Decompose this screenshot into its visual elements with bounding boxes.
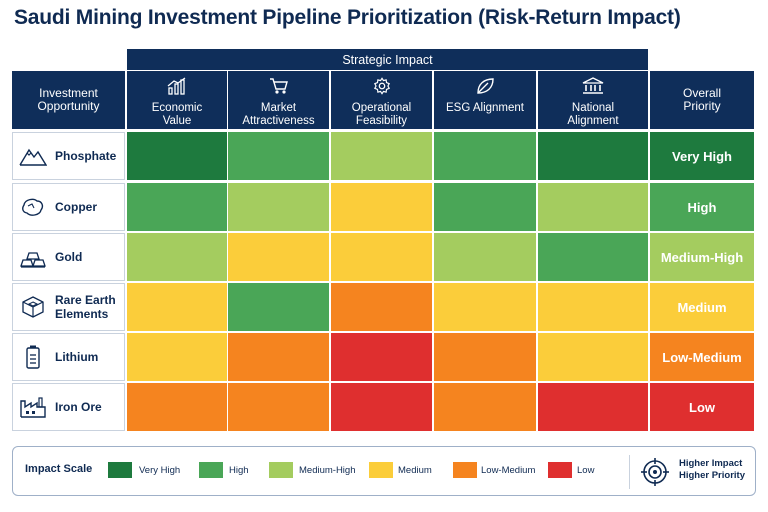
heatmap-cell: [434, 333, 536, 381]
heatmap-cell: [228, 132, 329, 180]
heatmap-cell: [434, 183, 536, 231]
heatmap-cell: [434, 283, 536, 331]
heatmap-cell: [228, 283, 329, 331]
heatmap-cell: [331, 333, 432, 381]
row-label-text: Gold: [55, 250, 83, 264]
row-label-3: Gold: [12, 233, 125, 281]
heatmap-cell: [127, 383, 227, 431]
legend-swatch: [269, 462, 293, 478]
heatmap-cell: [538, 132, 648, 180]
target-icon: [641, 458, 669, 491]
heatmap-cell: [538, 333, 648, 381]
heatmap-cell: [538, 233, 648, 281]
gear-icon: [372, 77, 392, 102]
heatmap-cell: [127, 333, 227, 381]
heatmap-cell: [127, 233, 227, 281]
heatmap-cell: [228, 383, 329, 431]
legend-label: Very High: [139, 465, 181, 476]
heatmap-cell: [127, 132, 227, 180]
heatmap-cell: [434, 233, 536, 281]
leaf-icon: [475, 77, 495, 102]
strategic-impact-label: Strategic Impact: [342, 52, 433, 67]
row-label-text: Copper: [55, 200, 97, 214]
heatmap-cell: [228, 233, 329, 281]
row-label-5: Lithium: [12, 333, 125, 381]
heatmap-cell: [434, 132, 536, 180]
priority-header: Overall Priority: [650, 71, 754, 129]
priority-cell: Medium-High: [650, 233, 754, 281]
row-label-6: Iron Ore: [12, 383, 125, 431]
priority-cell: High: [650, 183, 754, 231]
heatmap-cell: [228, 183, 329, 231]
priority-cell: Low: [650, 383, 754, 431]
ore-nugget-icon: [17, 196, 49, 218]
heatmap-cell: [538, 283, 648, 331]
heatmap-cell: [331, 383, 432, 431]
row-label-text: Phosphate: [55, 149, 117, 163]
column-header-label: Operational Feasibility: [351, 102, 412, 127]
row-header: Investment Opportunity: [12, 71, 125, 129]
mountain-icon: [17, 145, 49, 167]
priority-cell: Low-Medium: [650, 333, 754, 381]
heatmap-cell: [127, 283, 227, 331]
heatmap-cell: [538, 383, 648, 431]
legend-label: Low: [577, 465, 595, 476]
legend-label: Low-Medium: [481, 465, 536, 476]
priority-cell: Very High: [650, 132, 754, 180]
chart-title: Saudi Mining Investment Pipeline Priorit…: [14, 6, 681, 29]
row-header-label: Investment Opportunity: [37, 86, 100, 113]
heatmap-cell: [228, 333, 329, 381]
legend-swatch: [199, 462, 223, 478]
row-label-text: Lithium: [55, 350, 99, 364]
legend-swatch: [369, 462, 393, 478]
row-label-text: Iron Ore: [55, 400, 102, 414]
column-header-label: Economic Value: [151, 102, 203, 127]
column-header-1: Economic Value: [127, 71, 227, 129]
column-header-label: National Alignment: [567, 102, 619, 127]
row-label-2: Copper: [12, 183, 125, 231]
heatmap-cell: [331, 283, 432, 331]
heatmap-cell: [127, 183, 227, 231]
cart-icon: [269, 77, 289, 102]
legend-swatch: [548, 462, 572, 478]
gold-bars-icon: [17, 246, 49, 268]
heatmap-cell: [434, 383, 536, 431]
column-header-3: Operational Feasibility: [331, 71, 432, 129]
legend-swatch: [453, 462, 477, 478]
institution-icon: [582, 77, 604, 102]
heatmap-cell: [331, 233, 432, 281]
legend-title: Impact Scale: [25, 463, 93, 475]
legend-note-line1: Higher Impact: [679, 458, 743, 469]
heatmap-cell: [331, 183, 432, 231]
column-header-2: Market Attractiveness: [228, 71, 329, 129]
priority-header-label: Overall Priority: [682, 86, 721, 113]
legend-label: Medium: [398, 465, 432, 476]
legend: Impact Scale Very High High Medium-High Med…: [12, 446, 756, 496]
column-header-4: ESG Alignment: [434, 71, 536, 129]
column-header-label: Market Attractiveness: [242, 102, 315, 127]
bar-chart-icon: [167, 77, 187, 102]
heatmap-cell: [538, 183, 648, 231]
legend-label: Medium-High: [299, 465, 356, 476]
cube-icon: [17, 295, 49, 319]
priority-cell: Medium: [650, 283, 754, 331]
column-header-label: ESG Alignment: [446, 102, 524, 114]
legend-divider: [629, 455, 630, 489]
column-header-5: National Alignment: [538, 71, 648, 129]
legend-swatch: [108, 462, 132, 478]
legend-note-line2: Higher Priority: [679, 470, 745, 481]
row-label-4: Rare Earth Elements: [12, 283, 125, 331]
heatmap-cell: [331, 132, 432, 180]
factory-icon: [17, 395, 49, 419]
strategic-impact-header: Strategic Impact: [127, 49, 648, 70]
row-label-1: Phosphate: [12, 132, 125, 180]
legend-label: High: [229, 465, 249, 476]
battery-icon: [17, 344, 49, 370]
row-label-text: Rare Earth Elements: [55, 293, 116, 321]
